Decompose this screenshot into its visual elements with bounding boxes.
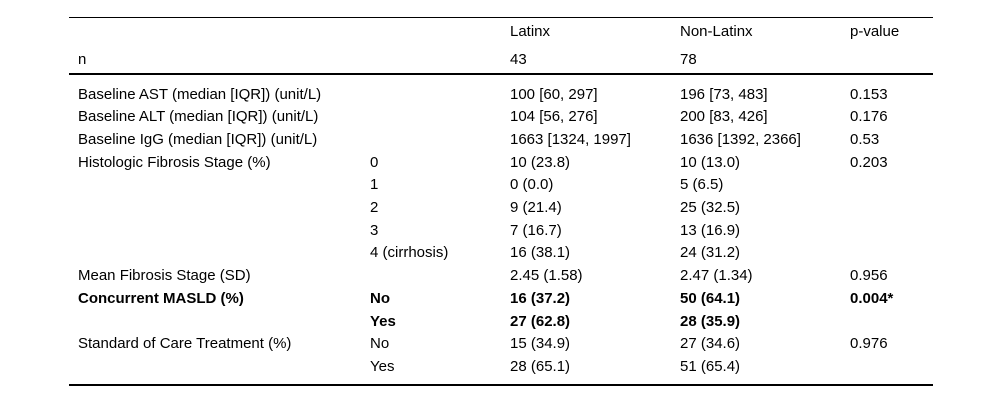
group-header-row: Latinx Non-Latinx p-value [69, 18, 933, 46]
table-row: Baseline ALT (median [IQR]) (unit/L) 104 … [69, 106, 933, 129]
cell-latinx: 0 (0.0) [510, 176, 554, 194]
table-row: Baseline IgG (median [IQR]) (unit/L) 1663… [69, 129, 933, 152]
cell-latinx: 16 (38.1) [510, 244, 571, 262]
cell-non-latinx: 50 (64.1) [680, 289, 741, 307]
cell-latinx: 104 [56, 276] [510, 108, 598, 126]
cell-latinx: 28 (65.1) [510, 357, 571, 375]
row-sublabel: Yes [370, 357, 395, 375]
row-label [69, 174, 370, 197]
table-row: 2 9 (21.4) 25 (32.5) [69, 197, 933, 220]
cell-p-value [850, 311, 933, 334]
row-label: Concurrent MASLD (%) [78, 289, 244, 307]
row-sublabel: 3 [370, 221, 379, 239]
cell-latinx: 10 (23.8) [510, 153, 571, 171]
row-label [69, 197, 370, 220]
cell-p-value: 0.203 [850, 153, 888, 171]
row-label: Baseline AST (median [IQR]) (unit/L) [78, 85, 322, 103]
row-sublabel [370, 129, 510, 152]
row-sublabel: Yes [370, 312, 396, 330]
cell-non-latinx: 51 (65.4) [680, 357, 741, 375]
row-label: Baseline ALT (median [IQR]) (unit/L) [78, 108, 319, 126]
table-row: Concurrent MASLD (%) No 16 (37.2) 50 (64.1)… [69, 288, 933, 311]
row-sublabel: No [370, 289, 390, 307]
empty-header-cell [69, 18, 370, 46]
row-label [69, 356, 370, 385]
table-row: 4 (cirrhosis) 16 (38.1) 24 (31.2) [69, 242, 933, 265]
cell-latinx: 27 (62.8) [510, 312, 571, 330]
cell-p-value [850, 220, 933, 243]
table-row: Standard of Care Treatment (%) No 15 (34.9… [69, 333, 933, 356]
cell-p-value: 0.976 [850, 335, 888, 353]
table-row: Mean Fibrosis Stage (SD) 2.45 (1.58) 2.47 … [69, 265, 933, 288]
row-label [69, 242, 370, 265]
cell-p-value [850, 197, 933, 220]
row-sublabel: 4 (cirrhosis) [370, 244, 449, 262]
row-sublabel: No [370, 335, 390, 353]
row-sublabel [370, 74, 510, 107]
row-label: Baseline IgG (median [IQR]) (unit/L) [78, 130, 318, 148]
empty-header-cell [370, 18, 510, 46]
row-sublabel: 2 [370, 199, 379, 217]
cell-non-latinx: 5 (6.5) [680, 176, 724, 194]
empty-header-cell [850, 46, 933, 74]
table-row: Baseline AST (median [IQR]) (unit/L) 100 … [69, 74, 933, 107]
cell-p-value: 0.53 [850, 130, 880, 148]
col-header-latinx: Latinx [510, 23, 551, 41]
row-label: Mean Fibrosis Stage (SD) [78, 267, 251, 285]
cell-non-latinx: 13 (16.9) [680, 221, 741, 239]
cell-latinx: 15 (34.9) [510, 335, 571, 353]
cell-non-latinx: 27 (34.6) [680, 335, 741, 353]
cell-non-latinx: 2.47 (1.34) [680, 267, 753, 285]
table-body: Baseline AST (median [IQR]) (unit/L) 100 … [69, 74, 933, 385]
row-sublabel [370, 265, 510, 288]
row-sublabel [370, 106, 510, 129]
cell-p-value: 0.176 [850, 108, 888, 126]
cell-latinx: 2.45 (1.58) [510, 267, 583, 285]
cell-non-latinx: 24 (31.2) [680, 244, 741, 262]
table-row: 1 0 (0.0) 5 (6.5) [69, 174, 933, 197]
cell-p-value: 0.956 [850, 267, 888, 285]
n-non-latinx: 78 [680, 50, 697, 68]
cell-p-value: 0.004* [850, 289, 894, 307]
cell-latinx: 100 [60, 297] [510, 85, 598, 103]
cell-p-value: 0.153 [850, 85, 888, 103]
cell-non-latinx: 28 (35.9) [680, 312, 741, 330]
cell-latinx: 7 (16.7) [510, 221, 562, 239]
cell-non-latinx: 10 (13.0) [680, 153, 741, 171]
col-header-p-value: p-value [850, 23, 900, 41]
row-sublabel: 1 [370, 176, 379, 194]
cell-p-value [850, 242, 933, 265]
table-row: Yes 28 (65.1) 51 (65.4) [69, 356, 933, 385]
cell-non-latinx: 200 [83, 426] [680, 108, 768, 126]
n-label: n [78, 50, 87, 68]
cell-latinx: 16 (37.2) [510, 289, 571, 307]
table-row: Histologic Fibrosis Stage (%) 0 10 (23.8) 1… [69, 152, 933, 175]
cell-non-latinx: 1636 [1392, 2366] [680, 130, 801, 148]
cohort-comparison-table: Latinx Non-Latinx p-value n 43 78 Baseli… [69, 17, 933, 386]
row-label: Histologic Fibrosis Stage (%) [78, 153, 271, 171]
cell-p-value [850, 174, 933, 197]
cell-non-latinx: 25 (32.5) [680, 199, 741, 217]
row-label [69, 311, 370, 334]
n-row: n 43 78 [69, 46, 933, 74]
table-row: Yes 27 (62.8) 28 (35.9) [69, 311, 933, 334]
col-header-non-latinx: Non-Latinx [680, 23, 753, 41]
cell-latinx: 1663 [1324, 1997] [510, 130, 631, 148]
n-latinx: 43 [510, 50, 527, 68]
row-label [69, 220, 370, 243]
empty-header-cell [370, 46, 510, 74]
cell-latinx: 9 (21.4) [510, 199, 562, 217]
cell-non-latinx: 196 [73, 483] [680, 85, 768, 103]
table-row: 3 7 (16.7) 13 (16.9) [69, 220, 933, 243]
row-sublabel: 0 [370, 153, 379, 171]
row-label: Standard of Care Treatment (%) [78, 335, 292, 353]
table-header: Latinx Non-Latinx p-value n 43 78 [69, 18, 933, 74]
cell-p-value [850, 356, 933, 385]
